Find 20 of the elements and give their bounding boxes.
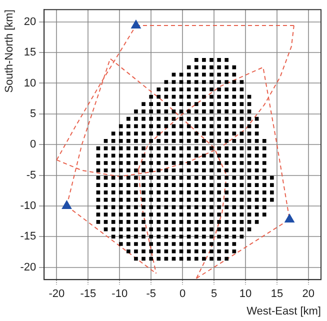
- x-tick-label: 5: [210, 288, 218, 300]
- x-tick-label: -5: [146, 288, 156, 300]
- y-tick-label: 5: [30, 108, 36, 120]
- x-tick-label: 0: [179, 288, 186, 300]
- x-tick-label: 15: [270, 288, 284, 300]
- y-tick-label: -5: [26, 169, 36, 182]
- x-tick-label: -15: [80, 288, 96, 300]
- y-tick-label: -10: [20, 200, 36, 212]
- y-axis-title: South-North [km]: [4, 10, 16, 93]
- y-tick-label: 15: [24, 46, 36, 59]
- x-axis-title: West-East [km]: [246, 305, 321, 318]
- x-tick-label: 20: [302, 288, 315, 300]
- y-tick-label: -20: [20, 261, 36, 274]
- x-tick-label: 10: [239, 288, 252, 300]
- x-tick-label: -20: [48, 288, 65, 300]
- y-tick-label: 0: [30, 138, 36, 151]
- x-tick-label: -10: [112, 288, 128, 300]
- y-tick-label: 20: [24, 16, 36, 28]
- y-tick-label: 10: [24, 77, 36, 90]
- y-tick-label: -15: [20, 230, 36, 243]
